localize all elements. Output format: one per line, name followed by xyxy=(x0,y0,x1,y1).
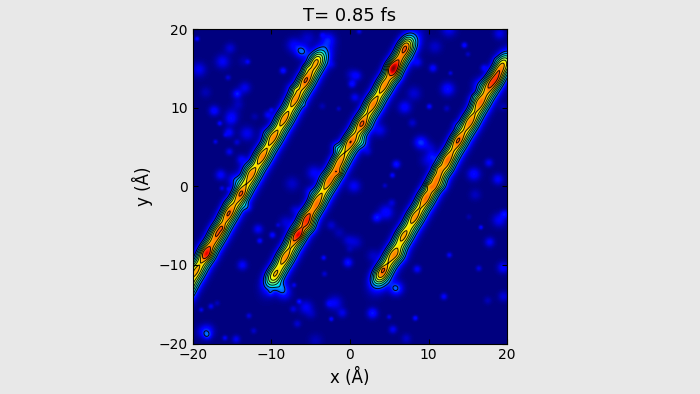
Y-axis label: y (Å): y (Å) xyxy=(132,167,153,206)
Title: T= 0.85 fs: T= 0.85 fs xyxy=(303,7,397,25)
X-axis label: x (Å): x (Å) xyxy=(330,368,370,387)
